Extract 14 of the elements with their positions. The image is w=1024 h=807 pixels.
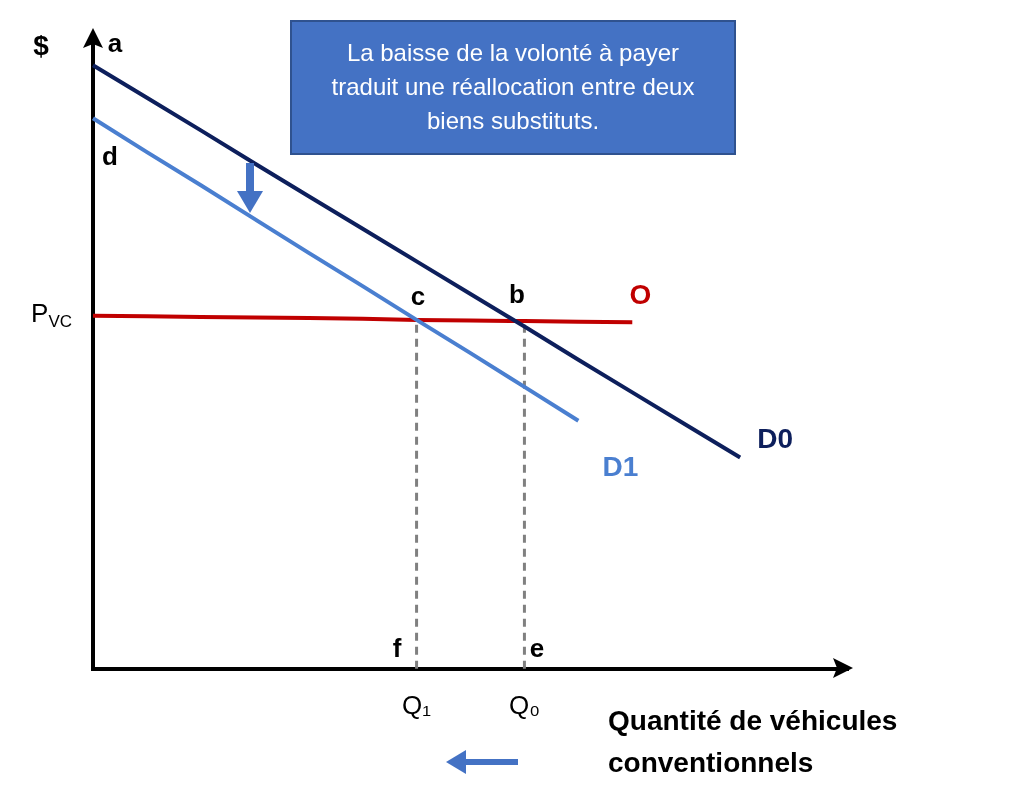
annotation: f xyxy=(392,633,402,664)
x-axis-title: Quantité de véhicules conventionnels xyxy=(608,704,899,780)
series-label: O xyxy=(629,279,652,311)
x-tick-label: Q₀ xyxy=(508,689,540,720)
note-box: La baisse de la volonté à payer traduit une réallocation entre deux biens substituts. xyxy=(290,20,736,155)
annotation: c xyxy=(410,281,426,312)
x-tick-label: Q₁ xyxy=(402,689,432,720)
text: a xyxy=(107,28,123,59)
series-label: D0 xyxy=(757,423,794,455)
annotation: d xyxy=(102,141,118,172)
y-axis-title: $ xyxy=(33,29,50,61)
annotation: e xyxy=(529,633,545,664)
series-label: D1 xyxy=(602,451,639,483)
annotation: b xyxy=(509,279,525,310)
